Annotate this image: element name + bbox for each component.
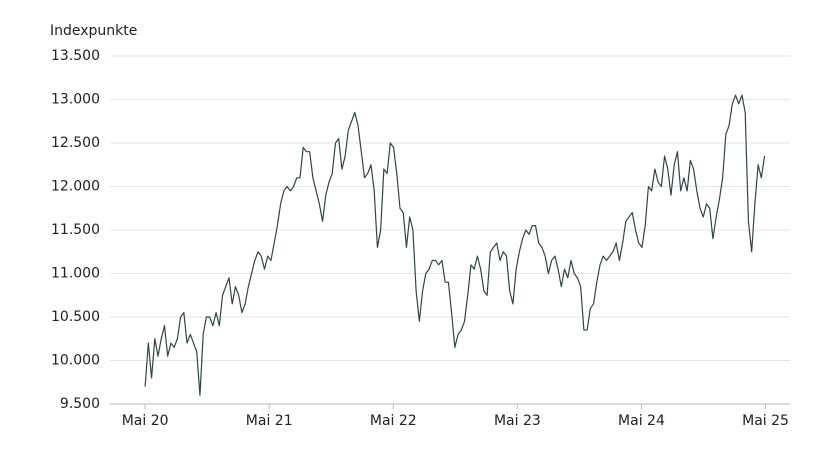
y-tick-label: 9.500 — [60, 396, 100, 412]
y-tick-label: 11.500 — [51, 222, 100, 238]
x-tick-label: Mai 22 — [370, 413, 417, 429]
x-tick-label: Mai 25 — [742, 413, 789, 429]
y-axis-label: Indexpunkte — [50, 23, 137, 39]
data-line — [144, 94, 766, 396]
y-tick-label: 10.000 — [51, 353, 100, 369]
y-tick-label: 13.000 — [51, 92, 100, 108]
x-tick-label: Mai 23 — [494, 413, 541, 429]
y-tick-label: 10.500 — [51, 309, 100, 325]
x-tick-label: Mai 24 — [618, 413, 665, 429]
x-tick-label: Mai 20 — [122, 413, 169, 429]
y-tick-label: 12.000 — [51, 179, 100, 195]
y-tick-label: 11.000 — [51, 266, 100, 282]
x-tick-label: Mai 21 — [246, 413, 293, 429]
y-tick-label: 13.500 — [51, 48, 100, 64]
y-tick-label: 12.500 — [51, 135, 100, 151]
